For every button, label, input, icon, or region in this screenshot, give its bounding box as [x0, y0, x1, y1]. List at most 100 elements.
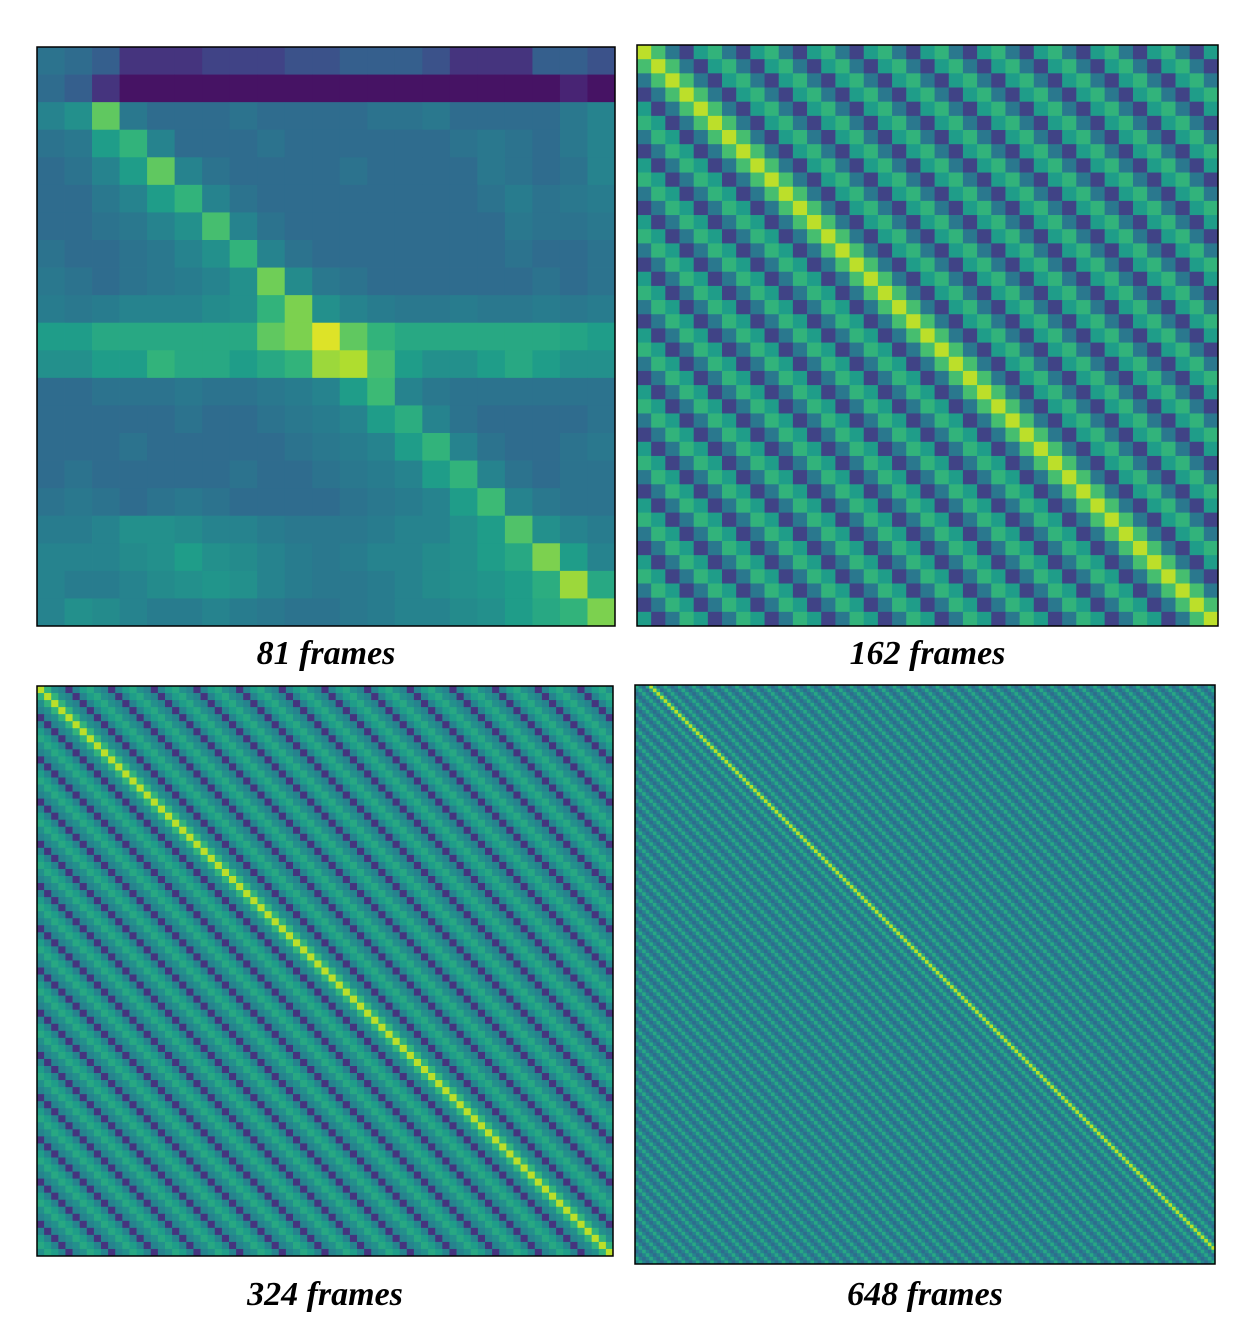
- heatmap-cell: [321, 869, 329, 876]
- heatmap-cell: [400, 721, 408, 728]
- heatmap-cell: [80, 904, 88, 911]
- heatmap-cell: [577, 925, 585, 932]
- heatmap-cell: [599, 890, 607, 897]
- heatmap-cell: [357, 806, 365, 813]
- heatmap-cell: [340, 212, 368, 240]
- heatmap-cell: [821, 158, 836, 173]
- heatmap-cell: [1076, 357, 1091, 372]
- heatmap-cell: [935, 314, 950, 329]
- heatmap-cell: [407, 770, 415, 777]
- heatmap-cell: [1175, 187, 1190, 202]
- heatmap-cell: [1119, 286, 1134, 301]
- heatmap-cell: [314, 785, 322, 792]
- heatmap-cell: [300, 721, 308, 728]
- heatmap-cell: [1161, 513, 1176, 528]
- heatmap-cell: [736, 343, 751, 358]
- heatmap-cell: [513, 792, 521, 799]
- heatmap-cell: [272, 756, 280, 763]
- heatmap-cell: [51, 883, 59, 890]
- heatmap-cell: [243, 827, 251, 834]
- heatmap-cell: [279, 911, 287, 918]
- heatmap-cell: [492, 904, 500, 911]
- heatmap-cell: [250, 890, 258, 897]
- heatmap-cell: [201, 855, 209, 862]
- heatmap-cell: [94, 841, 102, 848]
- heatmap-cell: [286, 686, 294, 693]
- heatmap-cell: [329, 777, 337, 784]
- heatmap-cell: [708, 300, 723, 315]
- heatmap-cell: [935, 569, 950, 584]
- heatmap-cell: [935, 456, 950, 471]
- heatmap-cell: [1062, 428, 1077, 443]
- heatmap-cell: [850, 173, 865, 188]
- heatmap-cell: [393, 890, 401, 897]
- heatmap-cell: [736, 144, 751, 159]
- heatmap-cell: [393, 686, 401, 693]
- heatmap-cell: [892, 399, 907, 414]
- heatmap-cell: [1147, 555, 1162, 570]
- heatmap-cell: [577, 820, 585, 827]
- heatmap-cell: [587, 350, 615, 378]
- heatmap-cell: [864, 286, 879, 301]
- heatmap-cell: [350, 904, 358, 911]
- heatmap-cell: [492, 848, 500, 855]
- heatmap-cell: [708, 88, 723, 103]
- heatmap-cell: [906, 130, 921, 145]
- heatmap-cell: [1204, 328, 1219, 343]
- heatmap-cell: [73, 855, 81, 862]
- heatmap-cell: [1190, 243, 1205, 258]
- heatmap-cell: [336, 869, 344, 876]
- heatmap-cell: [779, 158, 794, 173]
- heatmap-cell: [1076, 258, 1091, 273]
- heatmap-cell: [92, 212, 120, 240]
- heatmap-cell: [878, 258, 893, 273]
- heatmap-cell: [37, 735, 45, 742]
- heatmap-cell: [991, 513, 1006, 528]
- heatmap-cell: [765, 583, 780, 598]
- heatmap-cell: [779, 258, 794, 273]
- heatmap-cell: [293, 876, 301, 883]
- heatmap-cell: [222, 855, 230, 862]
- heatmap-cell: [175, 185, 203, 213]
- heatmap-cell: [878, 116, 893, 131]
- heatmap-cell: [286, 855, 294, 862]
- heatmap-cell: [549, 785, 557, 792]
- heatmap-cell: [236, 693, 244, 700]
- heatmap-cell: [1161, 498, 1176, 513]
- heatmap-cell: [37, 598, 65, 626]
- heatmap-cell: [385, 792, 393, 799]
- heatmap-cell: [1020, 258, 1035, 273]
- heatmap-cell: [478, 721, 486, 728]
- heatmap-cell: [694, 428, 709, 443]
- heatmap-cell: [101, 862, 109, 869]
- heatmap-cell: [963, 215, 978, 230]
- heatmap-cell: [906, 527, 921, 542]
- heatmap-cell: [421, 876, 429, 883]
- heatmap-cell: [400, 869, 408, 876]
- heatmap-cell: [1090, 413, 1105, 428]
- heatmap-cell: [250, 925, 258, 932]
- heatmap-cell: [570, 834, 578, 841]
- heatmap-cell: [343, 707, 351, 714]
- heatmap-cell: [279, 876, 287, 883]
- heatmap-cell: [257, 185, 285, 213]
- heatmap-cell: [1048, 541, 1063, 556]
- heatmap-cell: [230, 240, 258, 268]
- heatmap-cell: [457, 869, 465, 876]
- heatmap-cell: [172, 813, 180, 820]
- heatmap-cell: [158, 890, 166, 897]
- heatmap-cell: [80, 686, 88, 693]
- heatmap-cell: [1048, 229, 1063, 244]
- heatmap-cell: [179, 876, 187, 883]
- heatmap-cell: [585, 728, 593, 735]
- heatmap-cell: [528, 728, 536, 735]
- heatmap-cell: [435, 763, 443, 770]
- heatmap-cell: [549, 918, 557, 925]
- heatmap-cell: [599, 883, 607, 890]
- heatmap-cell: [779, 527, 794, 542]
- heatmap-cell: [807, 73, 822, 88]
- heatmap-cell: [293, 770, 301, 777]
- heatmap-cell: [977, 116, 992, 131]
- heatmap-cell: [435, 693, 443, 700]
- heatmap-cell: [585, 742, 593, 749]
